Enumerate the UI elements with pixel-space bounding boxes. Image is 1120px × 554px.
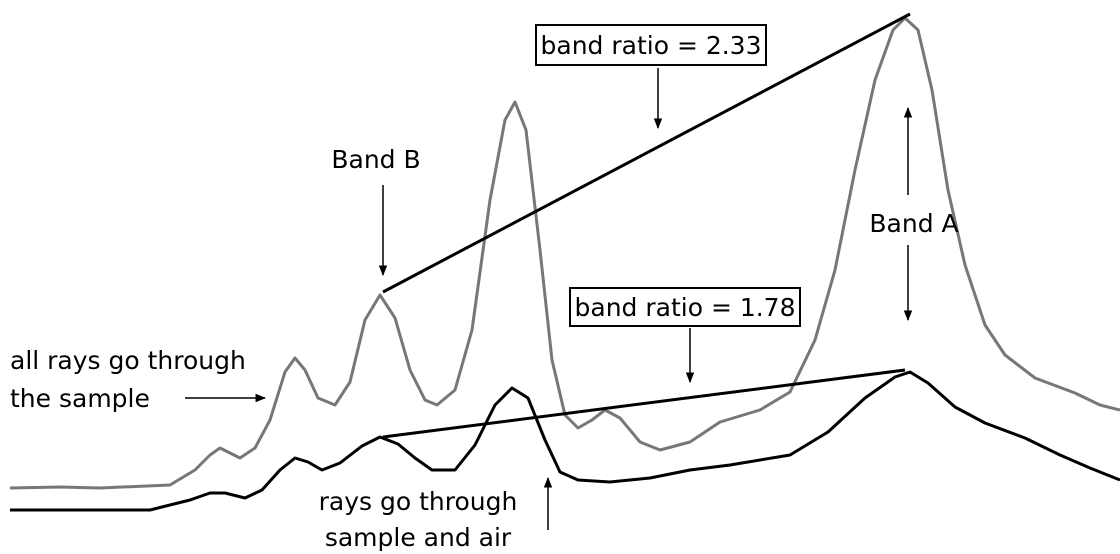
all-rays-label: all rays go through xyxy=(10,346,246,375)
all-rays-label: the sample xyxy=(10,384,150,413)
ratio-box-top xyxy=(535,24,767,66)
ratio-line-top xyxy=(382,12,911,294)
sample-air-label: sample and air xyxy=(325,523,512,552)
ratio-line-bottom xyxy=(382,368,906,439)
sample-spectrum xyxy=(9,16,1120,490)
sample-air-spectrum xyxy=(10,370,1120,512)
ratio-box-bottom xyxy=(569,287,801,327)
ratio-label-top: band ratio = 2.33 xyxy=(541,31,762,60)
ratio-label-bottom: band ratio = 1.78 xyxy=(575,293,796,322)
sample-air-label: rays go through xyxy=(319,487,518,516)
band-b-label: Band B xyxy=(331,145,420,174)
band-a-label: Band A xyxy=(869,209,958,238)
